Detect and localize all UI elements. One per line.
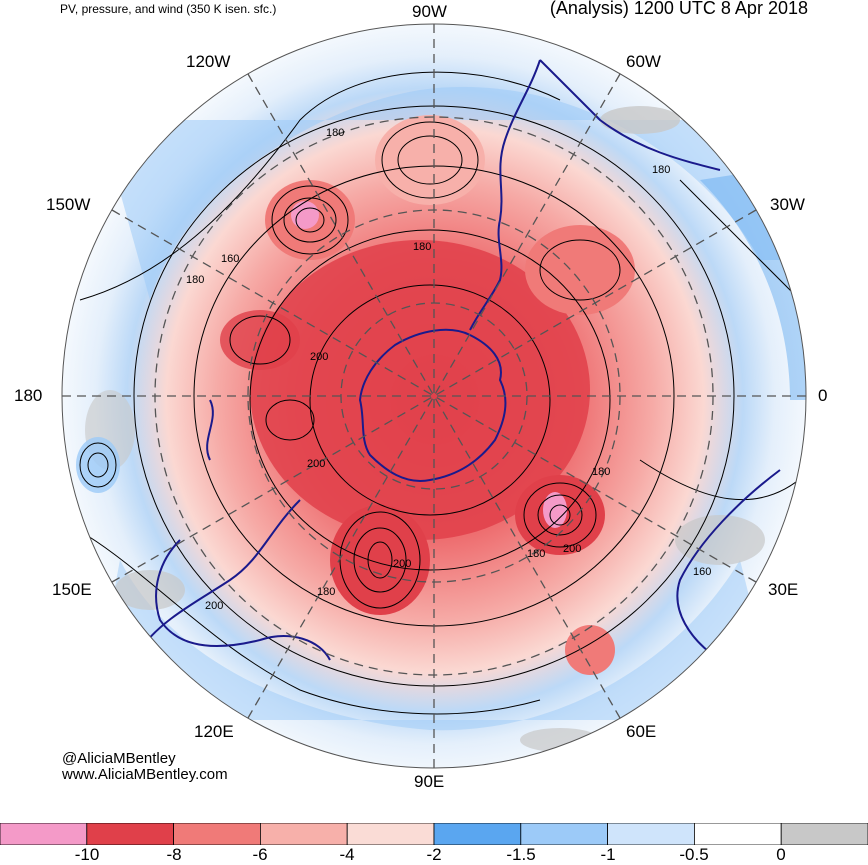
contour-label: 160 <box>693 566 711 578</box>
analysis-time: (Analysis) 1200 UTC 8 Apr 2018 <box>549 0 808 18</box>
contour-label: 180 <box>592 466 610 478</box>
lon-label-120e: 120E <box>194 722 234 741</box>
lon-label-30e: 30E <box>768 580 799 599</box>
lon-label-90e: 90E <box>414 772 445 791</box>
colorbar-label: -2 <box>426 845 442 864</box>
polar-map: 180 180 160 180 200 200 200 180 200 180 … <box>61 23 807 769</box>
colorbar <box>0 823 868 845</box>
contour-label: 160 <box>221 253 239 265</box>
lon-label-0: 0 <box>818 386 828 405</box>
author-handle: @AliciaMBentley <box>62 750 176 767</box>
colorbar-label: -6 <box>252 845 268 864</box>
contour-label: 200 <box>393 558 411 570</box>
lon-label-150e: 150E <box>52 580 92 599</box>
contour-label: 200 <box>563 543 581 555</box>
colorbar-label: -0.5 <box>679 845 709 864</box>
graticule <box>62 24 806 768</box>
colorbar-label: -10 <box>74 845 100 864</box>
colorbar-label: -1.5 <box>506 845 536 864</box>
contour-label: 200 <box>307 458 325 470</box>
colorbar-swatch <box>520 823 608 845</box>
contour-label: 180 <box>326 127 344 139</box>
map-title: PV, pressure, and wind (350 K isen. sfc.… <box>60 2 277 16</box>
colorbar-label: 0 <box>776 845 786 864</box>
contour-label: 180 <box>186 274 204 286</box>
colorbar-swatch <box>780 823 868 845</box>
colorbar-swatch <box>86 823 175 845</box>
lon-label-180: 180 <box>14 386 43 405</box>
contour-label: 180 <box>317 586 335 598</box>
coastlines <box>139 59 781 661</box>
colorbar-swatch <box>607 823 695 845</box>
lon-label-150w: 150W <box>46 195 91 214</box>
colorbar-swatch <box>0 823 88 845</box>
lon-label-90w: 90W <box>412 2 447 21</box>
lon-label-60e: 60E <box>626 722 657 741</box>
colorbar-label: -8 <box>166 845 182 864</box>
colorbar-swatch <box>173 823 261 845</box>
author-website: www.AliciaMBentley.com <box>62 766 228 783</box>
colorbar-label: -1 <box>600 845 616 864</box>
contour-label: 200 <box>310 351 328 363</box>
contour-label: 180 <box>652 164 670 176</box>
map-boundary <box>61 23 807 769</box>
colorbar-swatch <box>433 823 522 845</box>
colorbar-swatch <box>259 823 348 845</box>
contour-label: 200 <box>205 600 223 612</box>
colorbar-swatch <box>346 823 435 845</box>
lon-label-60w: 60W <box>626 52 661 71</box>
lon-label-30w: 30W <box>770 195 805 214</box>
colorbar-swatch <box>694 823 782 845</box>
pv-field <box>62 24 806 768</box>
lon-label-120w: 120W <box>186 52 231 71</box>
colorbar-label: -4 <box>339 845 355 864</box>
contour-label: 180 <box>413 241 431 253</box>
contour-label: 180 <box>527 548 545 560</box>
